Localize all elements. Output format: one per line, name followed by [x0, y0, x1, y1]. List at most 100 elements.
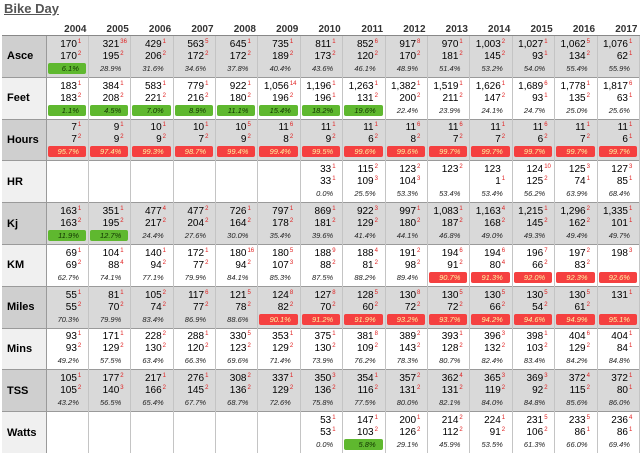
value-top: 1,062 [560, 38, 586, 50]
year-header[interactable]: 2017 [597, 21, 640, 36]
rank-top: 3 [501, 373, 506, 380]
value-top: 214 [441, 415, 459, 427]
rank-top: 5 [544, 415, 548, 422]
year-header[interactable]: 2007 [173, 21, 216, 36]
percent-badge: 8.9% [174, 104, 214, 116]
rank-top: 6 [289, 122, 294, 129]
value-bottom: 54 [532, 301, 544, 313]
value-top: 372 [611, 373, 628, 385]
year-header[interactable]: 2014 [469, 21, 513, 36]
value-bottom-line: 189 2 [258, 51, 299, 63]
rank-top: 1 [77, 38, 82, 45]
percent-value: 71.4% [269, 356, 291, 366]
year-header[interactable]: 2005 [88, 21, 131, 36]
percent-value: 63.4% [142, 356, 164, 366]
percent-value: 53.3% [396, 189, 419, 199]
rank-bottom: 2 [77, 301, 82, 308]
bike-day-table: 2004 2005 2006 2007 2008 2009 2010 2011 2012 2013… [2, 21, 640, 454]
value-bottom-line: 131 2 [428, 385, 469, 397]
value-top: 365 [484, 373, 501, 385]
year-header[interactable]: 2016 [554, 21, 598, 36]
value-top: 477 [144, 206, 162, 218]
rank-top: 2 [501, 38, 506, 45]
rank-top: 1 [374, 373, 378, 380]
value-bottom: 74 [574, 176, 586, 188]
value-bottom-line: 172 2 [174, 51, 215, 63]
data-cell: 852 6 120 2 46.1% [342, 35, 386, 78]
data-cell: 337 1 129 2 72.6% [257, 369, 301, 412]
rank-bottom: 2 [120, 218, 124, 225]
rank-top: 36 [120, 38, 127, 45]
rank-top: 2 [459, 415, 463, 422]
year-header[interactable]: 2015 [512, 21, 555, 36]
data-cell: 563 5 172 2 34.6% [173, 35, 217, 78]
data-cell: 55 1 55 2 70.3% [46, 285, 89, 329]
rank-top: 2 [247, 373, 251, 380]
value-bottom-line: 55 2 [47, 302, 88, 314]
value-top: 393 [441, 331, 459, 343]
rank-bottom: 2 [544, 301, 548, 308]
rank-bottom: 2 [459, 427, 463, 434]
rank-top: 5 [586, 289, 590, 296]
rank-top: 6 [374, 38, 378, 45]
rank-top: 1 [77, 247, 82, 254]
value-bottom: 125 [526, 176, 544, 188]
rank-top: 3 [374, 206, 378, 213]
value-top: 194 [484, 247, 501, 259]
value-top-line: 11 1 [598, 122, 639, 134]
value-bottom: 196 [272, 92, 289, 104]
value-top: 288 [187, 331, 205, 343]
value-bottom-line: 54 2 [513, 302, 554, 314]
value-top: 1,626 [475, 80, 501, 92]
value-top: 163 [60, 206, 77, 218]
value-bottom-line: 217 2 [131, 218, 172, 230]
value-top-line: 369 3 [513, 373, 554, 385]
year-header[interactable]: 2004 [46, 21, 89, 36]
year-header[interactable]: 2012 [385, 21, 428, 36]
value-top: 321 [102, 38, 120, 50]
percent-value: 41.4% [354, 231, 376, 241]
data-cell: 53 1 53 1 0.0% [300, 411, 344, 454]
rank-bottom: 1 [332, 427, 336, 434]
value-bottom-line: 129 2 [258, 385, 299, 397]
year-header[interactable]: 2011 [342, 21, 386, 36]
value-top-line: 104 1 [89, 248, 130, 260]
rank-bottom: 3 [417, 176, 421, 183]
year-header[interactable]: 2010 [300, 21, 343, 36]
year-header[interactable]: 2009 [257, 21, 301, 36]
percent-value: 48.9% [396, 63, 419, 73]
value-bottom-line: 107 3 [258, 260, 299, 272]
value-bottom: 115 [569, 385, 586, 397]
value-top-line: 123 2 [386, 164, 427, 176]
rank-top: 1 [628, 206, 633, 213]
year-header[interactable]: 2013 [427, 21, 470, 36]
value-bottom-line: 123 2 [216, 343, 257, 355]
value-top-line: 354 1 [343, 373, 384, 385]
rank-bottom: 2 [501, 427, 506, 434]
value-top: 477 [187, 206, 205, 218]
value-bottom: 136 [314, 385, 332, 397]
rank-bottom: 2 [120, 134, 124, 141]
value-bottom-line: 80 4 [470, 260, 511, 272]
percent-value: 70.3% [57, 314, 79, 324]
year-header[interactable]: 2008 [215, 21, 258, 36]
value-top: 1,519 [433, 80, 459, 92]
rank-top: 9 [332, 247, 336, 254]
rank-top: 4 [162, 206, 167, 213]
value-bottom: 130 [144, 343, 162, 355]
rank-top: 2 [417, 247, 421, 254]
value-top: 645 [229, 38, 247, 50]
rank-bottom: 2 [417, 427, 421, 434]
percent-badge: 93.7% [429, 313, 468, 325]
data-cell [46, 411, 89, 454]
value-bottom-line: 216 2 [174, 93, 215, 105]
table-row: Watts 53 1 53 1 0.0% 147 1 103 2 5.8% 200 1 126 2 29.1%… [2, 411, 640, 454]
value-top: 124 [272, 289, 289, 301]
percent-badge: 99.4% [217, 146, 256, 158]
value-bottom-line: 78 2 [216, 302, 257, 314]
rank-bottom: 2 [332, 259, 336, 266]
value-bottom: 7 [495, 134, 501, 146]
rank-top: 8 [289, 289, 294, 296]
year-header[interactable]: 2006 [130, 21, 174, 36]
